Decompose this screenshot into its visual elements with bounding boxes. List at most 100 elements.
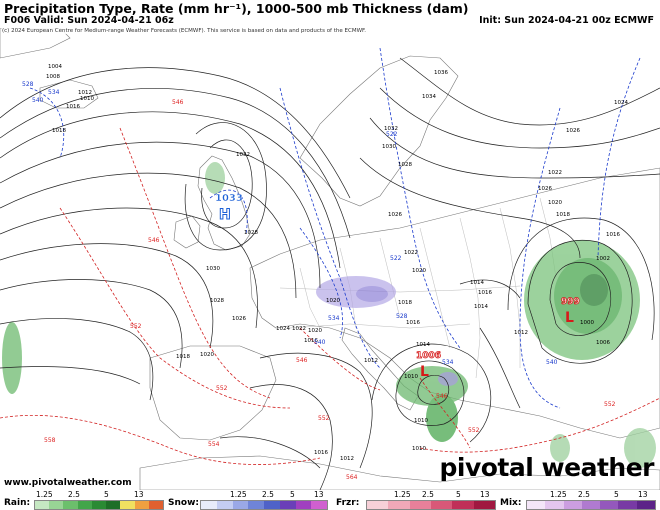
svg-text:546: 546 bbox=[172, 99, 184, 106]
map-canvas: 1004 1008 1012 1016 1010 1018 1032 1028 … bbox=[0, 28, 660, 490]
svg-text:1020: 1020 bbox=[548, 200, 562, 206]
svg-text:1014: 1014 bbox=[474, 304, 488, 310]
thickness-lines bbox=[0, 47, 660, 465]
svg-text:1024: 1024 bbox=[276, 326, 290, 332]
legend-frzr: Frzr: 1.25 2.5 5 13 bbox=[336, 490, 496, 510]
weather-map[interactable]: 1004 1008 1012 1016 1010 1018 1032 1028 … bbox=[0, 28, 660, 490]
low-pressure-letter: L bbox=[420, 364, 429, 380]
legend: Rain: 1.25 2.5 5 13 Snow: 1.25 2.5 5 13 … bbox=[0, 490, 660, 510]
svg-text:1026: 1026 bbox=[232, 316, 246, 322]
svg-text:1030: 1030 bbox=[382, 144, 396, 150]
legend-rain-label: Rain: bbox=[4, 498, 31, 508]
svg-text:1000: 1000 bbox=[580, 320, 594, 326]
svg-text:1016: 1016 bbox=[406, 320, 420, 326]
svg-text:540: 540 bbox=[32, 97, 44, 104]
svg-text:1014: 1014 bbox=[416, 342, 430, 348]
coastlines bbox=[0, 28, 660, 490]
low-pressure-center-italy: 1006 L bbox=[416, 351, 442, 380]
svg-text:1014: 1014 bbox=[470, 280, 484, 286]
copyright-notice: (c) 2024 European Centre for Medium-rang… bbox=[2, 28, 367, 34]
svg-text:1036: 1036 bbox=[434, 70, 448, 76]
svg-text:1024: 1024 bbox=[614, 100, 628, 106]
svg-text:546: 546 bbox=[296, 357, 308, 364]
svg-text:522: 522 bbox=[386, 131, 398, 138]
low-pressure-value: 1006 bbox=[416, 351, 441, 361]
legend-snow-bar bbox=[200, 500, 328, 510]
init-time: Init: Sun 2024-04-21 00z ECMWF bbox=[479, 15, 654, 26]
svg-text:534: 534 bbox=[442, 359, 454, 366]
brand-logo: pivotal weather bbox=[439, 453, 655, 482]
svg-text:1026: 1026 bbox=[538, 186, 552, 192]
svg-text:1016: 1016 bbox=[66, 104, 80, 110]
svg-text:1010: 1010 bbox=[412, 446, 426, 452]
svg-text:1022: 1022 bbox=[292, 326, 306, 332]
svg-text:1026: 1026 bbox=[388, 212, 402, 218]
svg-text:1010: 1010 bbox=[80, 96, 94, 102]
precip-snow bbox=[316, 276, 458, 386]
svg-text:1030: 1030 bbox=[206, 266, 220, 272]
svg-text:1018: 1018 bbox=[52, 128, 66, 134]
valid-time: F006 Valid: Sun 2024-04-21 06z bbox=[4, 15, 174, 26]
legend-rain-ticks: 1.25 2.5 5 13 bbox=[36, 490, 144, 499]
svg-text:1032: 1032 bbox=[236, 152, 250, 158]
precip-rain bbox=[2, 162, 656, 468]
legend-frzr-label: Frzr: bbox=[336, 498, 360, 508]
svg-text:1012: 1012 bbox=[340, 456, 354, 462]
svg-text:540: 540 bbox=[314, 339, 326, 346]
svg-text:1008: 1008 bbox=[46, 74, 60, 80]
svg-text:1004: 1004 bbox=[48, 64, 62, 70]
svg-text:1012: 1012 bbox=[364, 358, 378, 364]
svg-text:558: 558 bbox=[44, 437, 56, 444]
svg-text:1016: 1016 bbox=[478, 290, 492, 296]
svg-text:1018: 1018 bbox=[556, 212, 570, 218]
svg-text:552: 552 bbox=[216, 385, 228, 392]
svg-text:1016: 1016 bbox=[314, 450, 328, 456]
low-pressure-value: 999 bbox=[561, 297, 580, 307]
svg-text:1026: 1026 bbox=[566, 128, 580, 134]
svg-text:552: 552 bbox=[468, 427, 480, 434]
legend-rain-bar bbox=[34, 500, 164, 510]
svg-text:1020: 1020 bbox=[326, 298, 340, 304]
svg-text:1020: 1020 bbox=[200, 352, 214, 358]
isobar-labels: 1004 1008 1012 1016 1010 1018 1032 1028 … bbox=[46, 64, 628, 462]
legend-snow-label: Snow: bbox=[168, 498, 199, 508]
legend-rain: Rain: 1.25 2.5 5 13 bbox=[4, 490, 164, 510]
legend-mix-ticks: 1.25 2.5 5 13 bbox=[550, 490, 648, 499]
svg-text:554: 554 bbox=[208, 441, 220, 448]
svg-text:1022: 1022 bbox=[548, 170, 562, 176]
svg-text:1010: 1010 bbox=[404, 374, 418, 380]
website-link[interactable]: www.pivotalweather.com bbox=[4, 478, 132, 488]
high-pressure-value: 1033 bbox=[215, 193, 243, 204]
svg-text:564: 564 bbox=[346, 474, 358, 481]
svg-text:1028: 1028 bbox=[398, 162, 412, 168]
legend-mix-label: Mix: bbox=[500, 498, 522, 508]
svg-text:552: 552 bbox=[604, 401, 616, 408]
svg-text:1028: 1028 bbox=[244, 230, 258, 236]
legend-frzr-ticks: 1.25 2.5 5 13 bbox=[394, 490, 490, 499]
map-title: Precipitation Type, Rate (mm hr⁻¹), 1000… bbox=[4, 1, 469, 16]
legend-snow: Snow: 1.25 2.5 5 13 bbox=[168, 490, 328, 510]
header: Precipitation Type, Rate (mm hr⁻¹), 1000… bbox=[0, 0, 660, 28]
svg-text:546: 546 bbox=[436, 393, 448, 400]
svg-text:1016: 1016 bbox=[606, 232, 620, 238]
svg-text:1018: 1018 bbox=[176, 354, 190, 360]
svg-text:1034: 1034 bbox=[422, 94, 436, 100]
svg-text:552: 552 bbox=[318, 415, 330, 422]
svg-text:1012: 1012 bbox=[514, 330, 528, 336]
svg-text:528: 528 bbox=[396, 313, 408, 320]
svg-text:528: 528 bbox=[22, 81, 34, 88]
svg-text:1016: 1016 bbox=[304, 338, 318, 344]
svg-text:546: 546 bbox=[148, 237, 160, 244]
svg-text:534: 534 bbox=[328, 315, 340, 322]
svg-text:1012: 1012 bbox=[78, 90, 92, 96]
svg-text:1006: 1006 bbox=[596, 340, 610, 346]
svg-text:1028: 1028 bbox=[210, 298, 224, 304]
svg-text:540: 540 bbox=[546, 359, 558, 366]
svg-text:1022: 1022 bbox=[404, 250, 418, 256]
thickness-labels: 528 540 534 546 546 522 522 528 534 540 … bbox=[22, 81, 616, 481]
isobars bbox=[0, 57, 660, 490]
svg-text:1018: 1018 bbox=[398, 300, 412, 306]
high-pressure-center: 1033 H bbox=[215, 193, 243, 224]
svg-text:1010: 1010 bbox=[414, 418, 428, 424]
low-pressure-letter: L bbox=[565, 310, 574, 326]
